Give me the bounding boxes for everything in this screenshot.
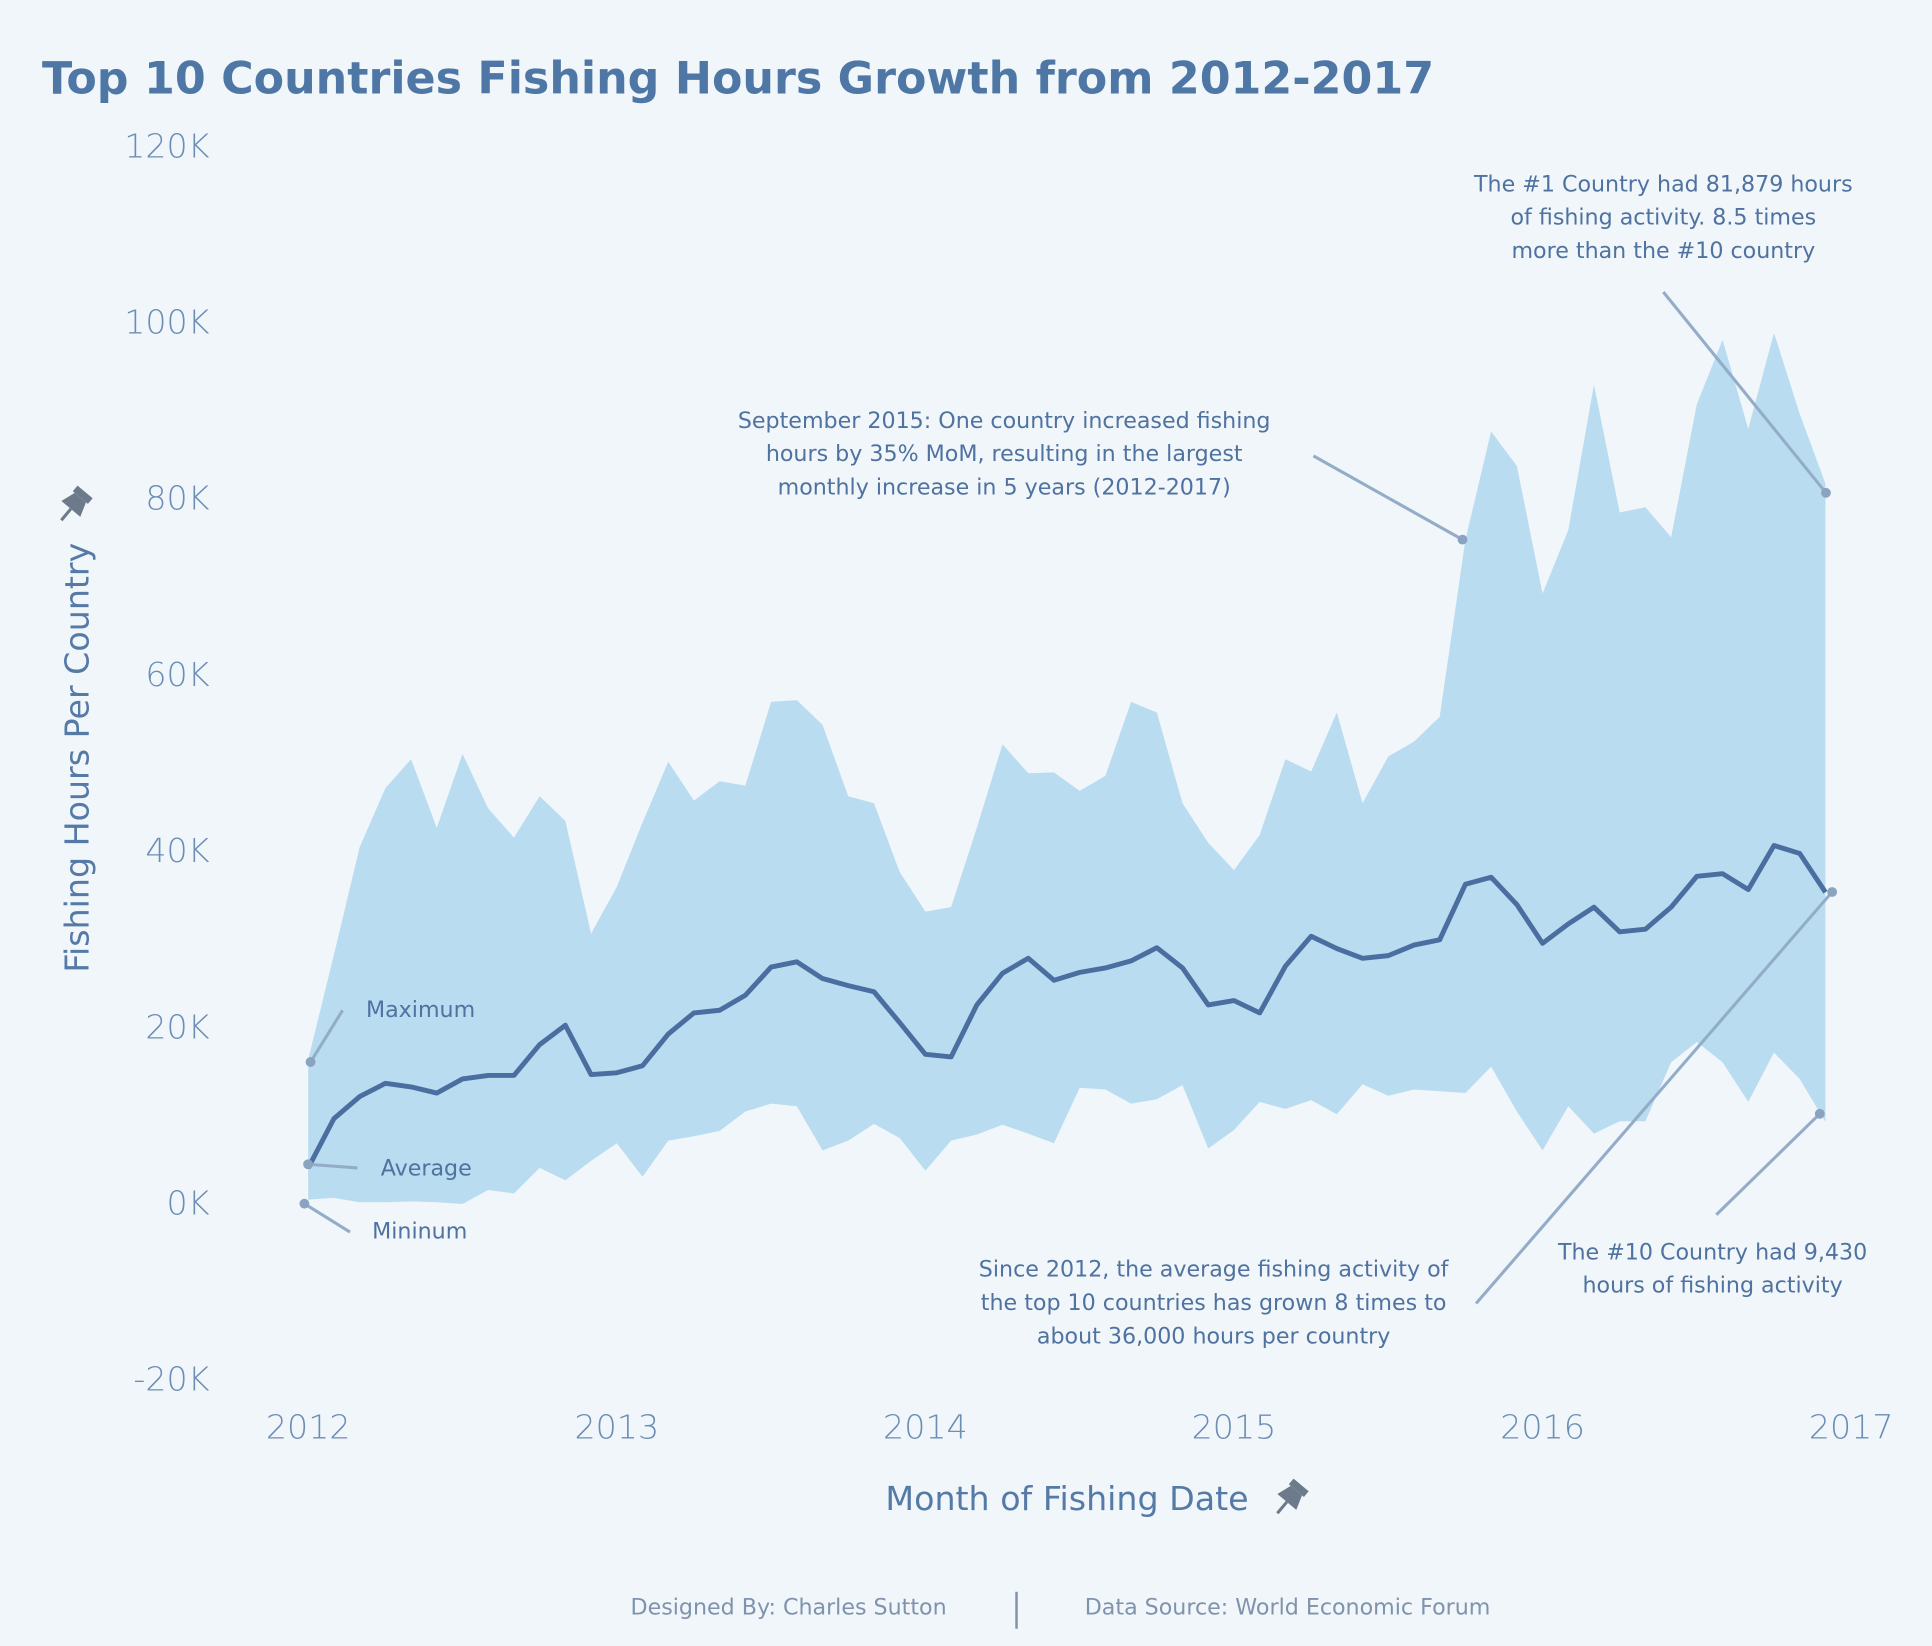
- leader-line: [303, 1202, 351, 1234]
- y-axis-title: Fishing Hours Per Country: [57, 543, 96, 973]
- leader-dot: [303, 1159, 314, 1170]
- x-tick-label: 2017: [1809, 1408, 1894, 1447]
- y-tick-label: 100K: [124, 303, 209, 342]
- footer-source: Data Source: World Economic Forum: [1085, 1594, 1491, 1620]
- annotation: the top 10 countries has grown 8 times t…: [981, 1290, 1447, 1316]
- annotation: The #10 Country had 9,430: [1557, 1239, 1867, 1265]
- annotation: hours of fishing activity: [1582, 1273, 1842, 1299]
- x-tick-label: 2016: [1500, 1408, 1585, 1447]
- leader-line: [1715, 1112, 1821, 1216]
- leader-dot: [1814, 1108, 1825, 1119]
- chart-title: Top 10 Countries Fishing Hours Growth fr…: [42, 53, 1434, 104]
- annotation: monthly increase in 5 years (2012-2017): [778, 474, 1231, 500]
- y-tick-label: -20K: [133, 1360, 209, 1399]
- annotation: of fishing activity. 8.5 times: [1510, 205, 1816, 231]
- legend: Maximum Average Mininum: [299, 997, 475, 1245]
- legend-label: Average: [381, 1156, 472, 1182]
- annotation: more than the #10 country: [1511, 238, 1815, 264]
- annotation: Since 2012, the average fishing activity…: [979, 1257, 1450, 1283]
- leader-line: [309, 1009, 344, 1063]
- pin-icon: [60, 485, 93, 522]
- leader-dot: [1457, 534, 1468, 545]
- average-line: [306, 843, 1828, 1170]
- legend-label: Maximum: [366, 997, 475, 1023]
- leader-dot: [305, 1057, 316, 1067]
- plot-area: -20K 0K 20K 40K 60K 80K 100K 120K 2012 2013 2014 20…: [124, 126, 1893, 1446]
- y-tick-label: 40K: [145, 831, 209, 870]
- y-tick-label: 20K: [145, 1007, 209, 1046]
- range-area: [308, 332, 1826, 1205]
- leader-dot: [299, 1198, 310, 1209]
- pin-icon: [1276, 1478, 1309, 1515]
- leader-dot: [1821, 487, 1831, 498]
- x-tick-label: 2015: [1192, 1408, 1277, 1447]
- y-tick-label: 80K: [145, 479, 209, 518]
- x-axis-title: Month of Fishing Date: [885, 1479, 1248, 1518]
- leader-dot: [1827, 887, 1838, 897]
- leader-line: [1474, 890, 1834, 1305]
- leader-line: [307, 1162, 358, 1170]
- footer-designer: Designed By: Charles Sutton: [631, 1594, 947, 1620]
- annotation: hours by 35% MoM, resulting in the large…: [766, 441, 1243, 467]
- annotation: September 2015: One country increased fi…: [738, 408, 1271, 434]
- annotation: about 36,000 hours per country: [1037, 1323, 1390, 1349]
- leader-line: [1312, 454, 1464, 541]
- footer: Designed By: Charles Sutton Data Source:…: [631, 1591, 1491, 1629]
- y-tick-label: 0K: [167, 1183, 210, 1222]
- leader-line: [1662, 291, 1828, 494]
- y-tick-label: 120K: [124, 126, 209, 165]
- annotations: The #1 Country had 81,879 hours of fishi…: [738, 171, 1867, 1349]
- annotation: The #1 Country had 81,879 hours: [1473, 171, 1853, 197]
- x-tick-label: 2012: [266, 1408, 351, 1447]
- x-tick-label: 2013: [574, 1408, 659, 1447]
- y-tick-label: 60K: [145, 655, 209, 694]
- legend-label: Mininum: [372, 1219, 467, 1245]
- x-tick-label: 2014: [883, 1408, 968, 1447]
